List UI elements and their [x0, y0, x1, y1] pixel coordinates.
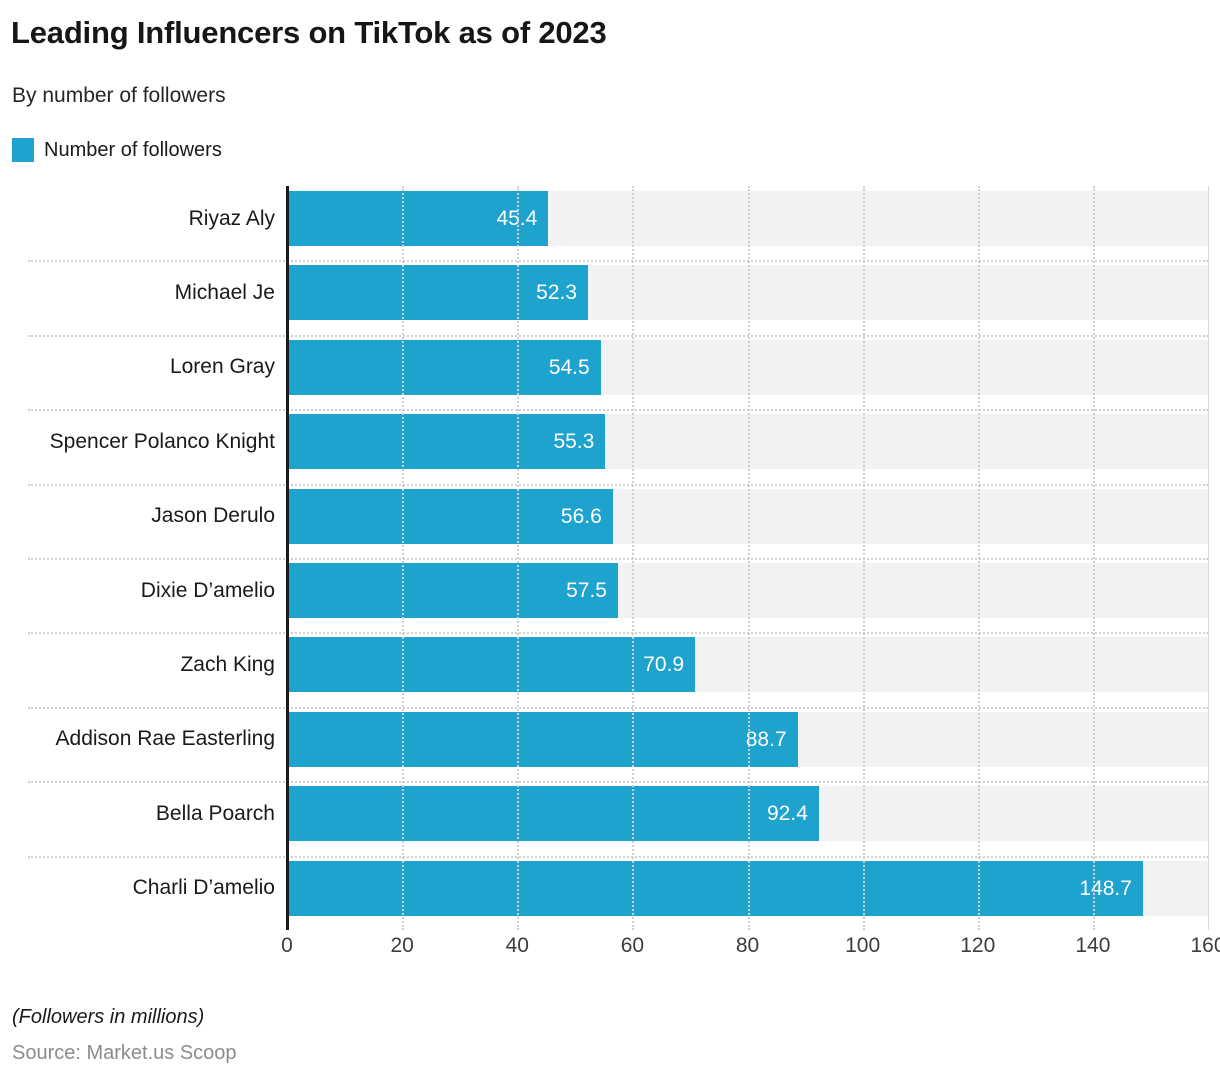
bar-value-label: 54.5 — [548, 355, 590, 379]
bar-row: Riyaz Aly 45.4 — [0, 186, 1220, 260]
bar-row: Charli D’amelio 148.7 — [0, 855, 1220, 930]
row-separator — [28, 409, 1208, 412]
x-axis: 0 20 40 60 80 100 120 140 160 — [0, 934, 1220, 974]
x-axis-tick-label: 160 — [1190, 934, 1220, 957]
bar-row: Michael Je 52.3 — [0, 260, 1220, 334]
row-separator — [28, 632, 1208, 635]
y-axis-spine — [286, 186, 289, 930]
category-label: Addison Rae Easterling — [55, 727, 275, 751]
category-label: Spencer Polanco Knight — [49, 429, 275, 453]
bar-row: Addison Rae Easterling 88.7 — [0, 706, 1220, 781]
chart-legend: Number of followers — [12, 137, 222, 163]
x-axis-tick-label: 60 — [620, 934, 645, 957]
bar[interactable]: 70.9 — [287, 637, 696, 693]
bar-row: Loren Gray 54.5 — [0, 334, 1220, 409]
bar[interactable]: 148.7 — [287, 860, 1143, 916]
x-axis-tick-label: 120 — [960, 934, 996, 957]
x-axis-tick-label: 40 — [505, 934, 529, 957]
bar-row: Jason Derulo 56.6 — [0, 483, 1220, 558]
bar-value-label: 70.9 — [643, 653, 685, 677]
row-separator — [28, 483, 1208, 486]
x-axis-tick-label: 80 — [735, 934, 760, 957]
bar[interactable]: 56.6 — [287, 488, 613, 544]
legend-label: Number of followers — [44, 139, 222, 161]
bar[interactable]: 55.3 — [287, 414, 606, 470]
legend-swatch-icon — [12, 138, 34, 162]
bar[interactable]: 45.4 — [287, 191, 549, 246]
bar-value-label: 88.7 — [745, 727, 787, 751]
bar[interactable]: 52.3 — [287, 265, 589, 321]
row-separator — [28, 855, 1208, 858]
plot-area: Riyaz Aly 45.4 Michael Je 52.3 Loren Gray 54.… — [0, 186, 1220, 934]
bar[interactable]: 54.5 — [287, 339, 601, 395]
bar[interactable]: 92.4 — [287, 786, 819, 842]
bar-value-label: 56.6 — [560, 504, 602, 528]
bar-value-label: 92.4 — [767, 802, 808, 826]
chart-source: Source: Market.us Scoop — [12, 1042, 237, 1064]
bar-value-label: 45.4 — [496, 207, 538, 230]
x-axis-tick-label: 20 — [390, 934, 414, 957]
bar-value-label: 55.3 — [553, 430, 595, 454]
x-axis-tick-label: 140 — [1075, 934, 1111, 957]
bar-row: Dixie D’amelio 57.5 — [0, 558, 1220, 632]
category-label: Charli D’amelio — [132, 876, 275, 900]
row-separator — [28, 260, 1208, 263]
row-separator — [28, 334, 1208, 337]
bar[interactable]: 88.7 — [287, 711, 798, 767]
category-label: Bella Poarch — [155, 801, 275, 825]
bar-value-label: 148.7 — [1079, 876, 1132, 900]
bar-value-label: 52.3 — [536, 281, 578, 305]
category-label: Loren Gray — [169, 355, 275, 379]
bar-row: Bella Poarch 92.4 — [0, 781, 1220, 855]
bar-row: Zach King 70.9 — [0, 632, 1220, 706]
row-separator — [28, 781, 1208, 784]
row-separator — [28, 558, 1208, 560]
chart-title: Leading Influencers on TikTok as of 2023 — [11, 15, 607, 50]
category-label: Dixie D’amelio — [140, 578, 275, 602]
row-separator — [28, 706, 1208, 709]
x-axis-tick-label: 0 — [281, 934, 293, 957]
bar-value-label: 57.5 — [566, 579, 607, 602]
bar-rows: Riyaz Aly 45.4 Michael Je 52.3 Loren Gray 54.… — [0, 186, 1220, 930]
category-label: Zach King — [180, 652, 275, 676]
chart-footnote: (Followers in millions) — [12, 1006, 205, 1028]
chart-subtitle: By number of followers — [12, 84, 226, 107]
x-axis-tick-label: 100 — [845, 934, 881, 957]
bar-row: Spencer Polanco Knight 55.3 — [0, 409, 1220, 483]
bar[interactable]: 57.5 — [287, 563, 618, 618]
category-label: Michael Je — [174, 280, 275, 304]
category-label: Riyaz Aly — [188, 206, 275, 230]
category-label: Jason Derulo — [151, 504, 275, 528]
